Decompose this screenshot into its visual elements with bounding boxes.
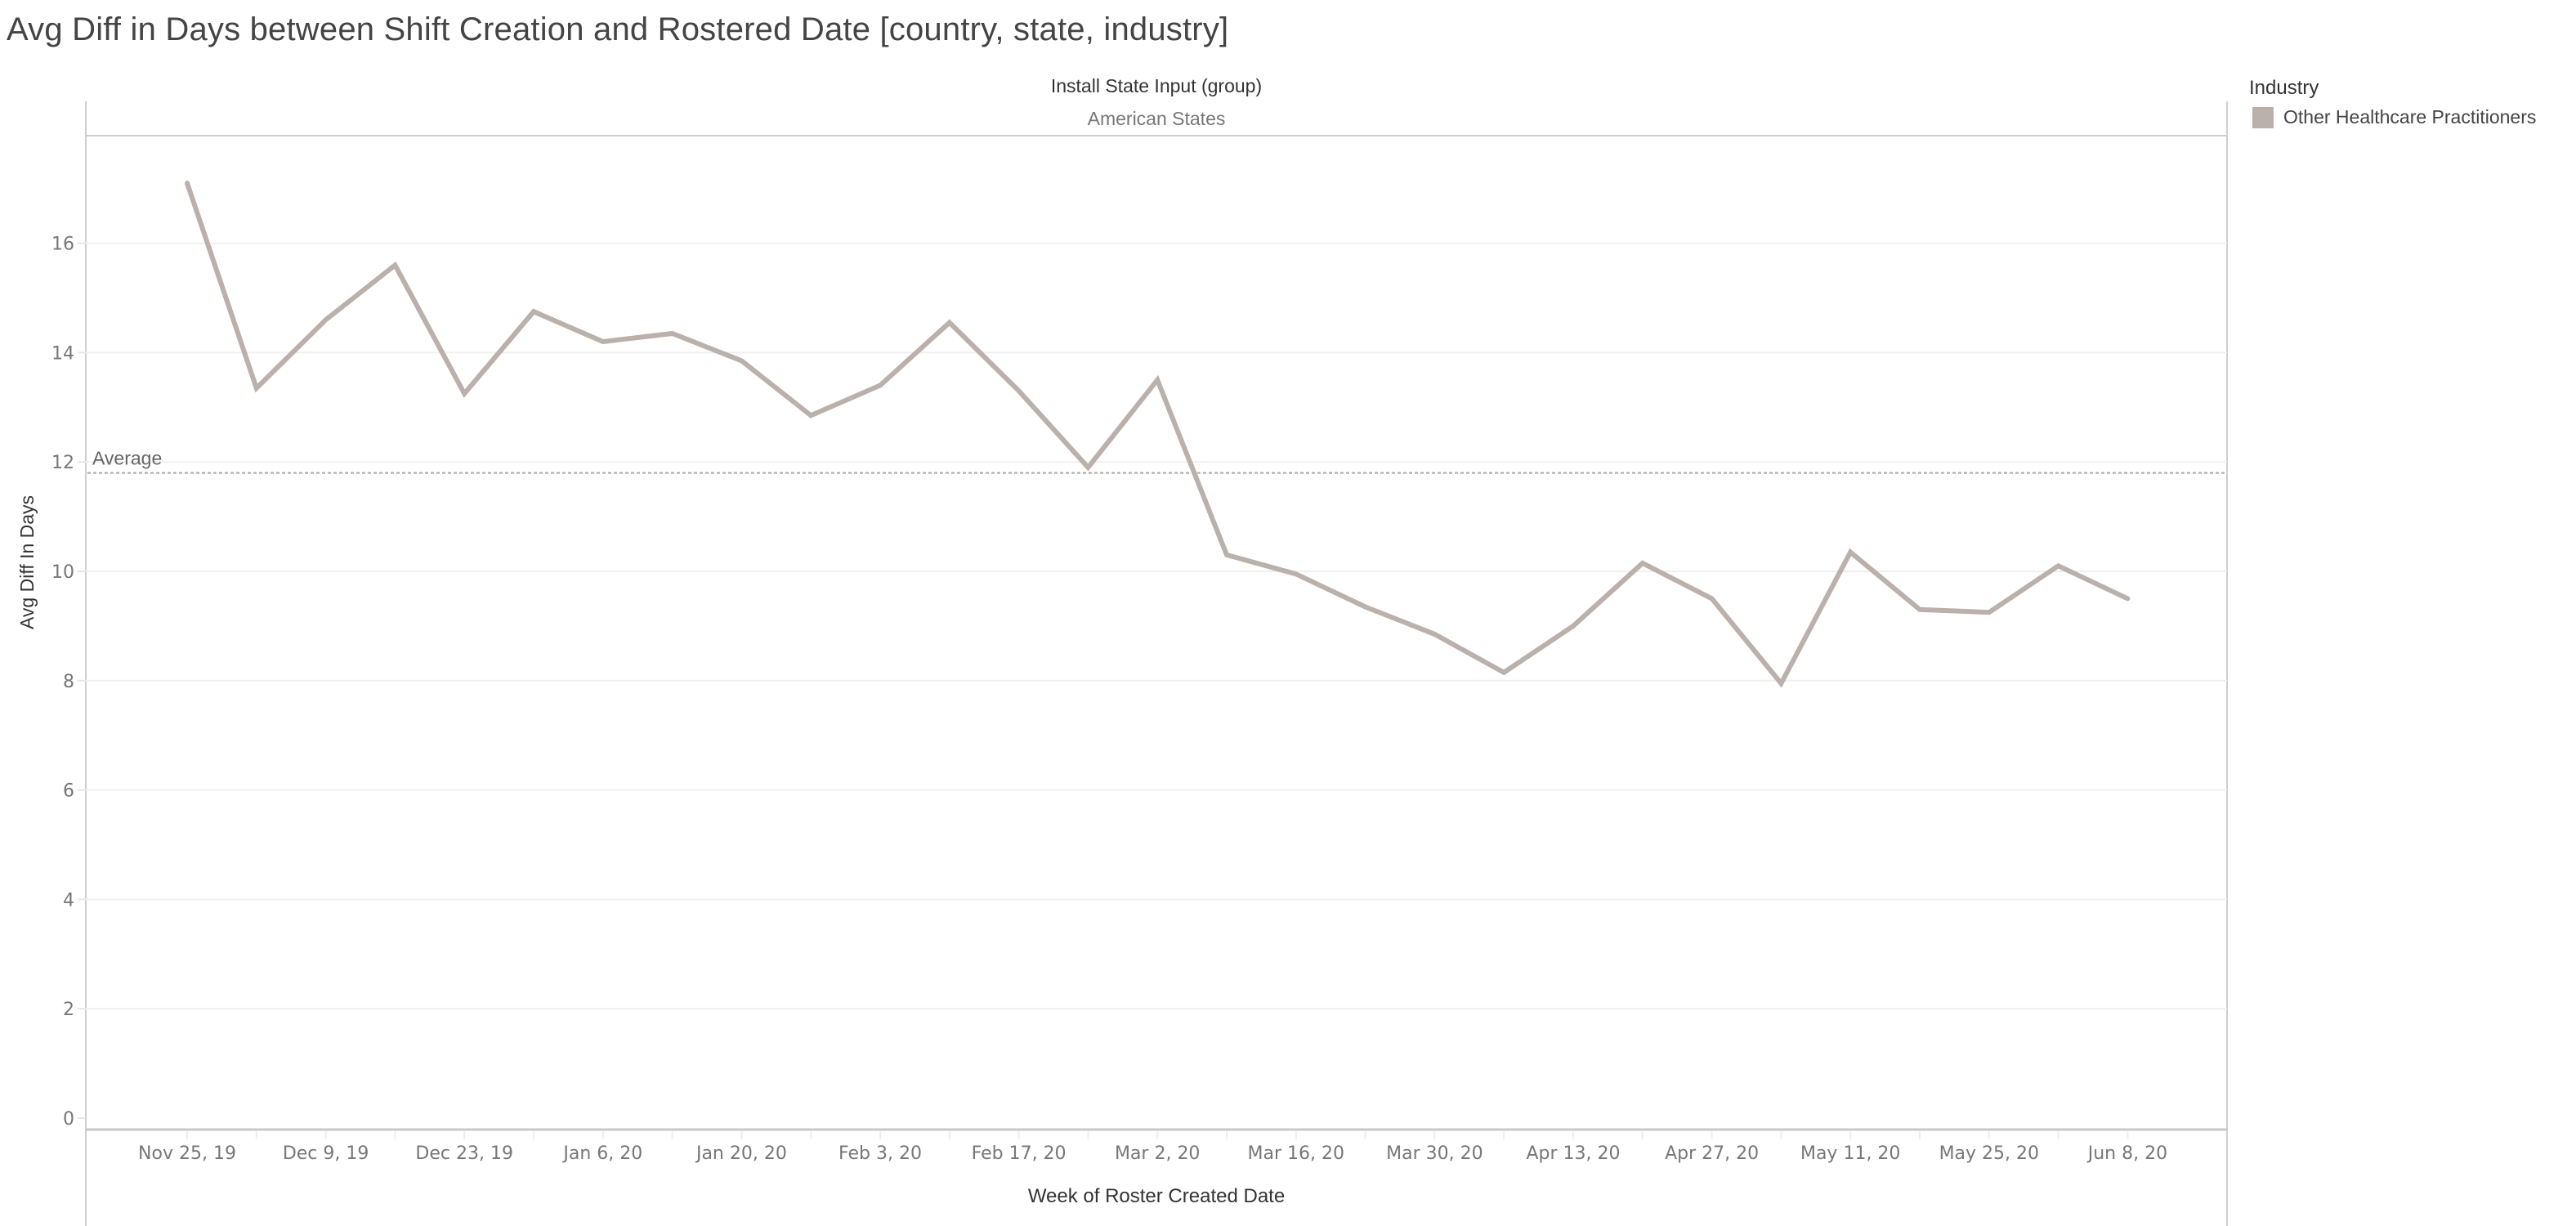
x-tick-label: Mar 2, 20 [1115, 1143, 1200, 1164]
y-tick-label: 0 [63, 1109, 74, 1130]
y-tick-label: 6 [63, 781, 74, 802]
chart-title: Avg Diff in Days between Shift Creation … [7, 11, 1229, 47]
x-tick-label: Dec 23, 19 [415, 1143, 513, 1164]
y-tick-label: 10 [51, 562, 74, 583]
x-tick-label: Feb 17, 20 [972, 1143, 1067, 1164]
x-axis-label: Week of Roster Created Date [1027, 1185, 1286, 1207]
facet-header: Install State Input (group) [1050, 75, 1263, 96]
series-line[interactable] [185, 181, 2131, 688]
x-tick-label: Mar 30, 20 [1386, 1143, 1483, 1164]
x-tick-label: Feb 3, 20 [839, 1143, 922, 1164]
y-tick-label: 8 [63, 672, 74, 692]
y-tick-label: 4 [63, 890, 74, 911]
legend-title: Industry [2249, 77, 2319, 99]
y-tick-label: 14 [51, 343, 74, 364]
x-tick-label: Apr 27, 20 [1665, 1143, 1759, 1164]
x-tick-label: Jun 8, 20 [2086, 1143, 2167, 1164]
x-tick-label: Mar 16, 20 [1248, 1143, 1344, 1164]
x-tick-label: Apr 13, 20 [1526, 1143, 1620, 1164]
average-label: Average [92, 448, 162, 469]
x-tick-label: Jan 6, 20 [561, 1143, 642, 1164]
legend-item-label: Other Healthcare Practitioners [2283, 106, 2537, 128]
x-tick-label: Dec 9, 19 [283, 1143, 369, 1164]
y-tick-label: 2 [63, 1000, 74, 1020]
x-tick-label: May 11, 20 [1800, 1143, 1900, 1164]
x-tick-label: May 25, 20 [1939, 1143, 2039, 1164]
legend-item[interactable]: Other Healthcare Practitioners [2252, 106, 2536, 128]
legend-swatch-icon [2252, 106, 2274, 128]
y-tick-label: 16 [51, 235, 74, 255]
y-tick-label: 12 [51, 453, 74, 473]
x-tick-label: Nov 25, 19 [138, 1143, 236, 1164]
x-tick-label: Jan 20, 20 [695, 1143, 787, 1164]
facet-value: American States [1087, 108, 1226, 129]
